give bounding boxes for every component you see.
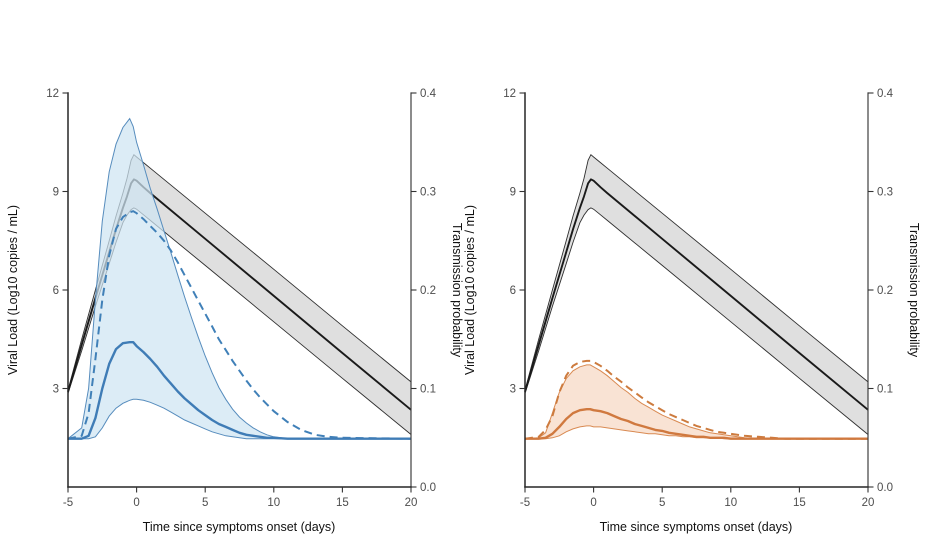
x-tick-label: 5 [659, 497, 665, 509]
transmission-dashed-line [524, 359, 868, 440]
y-right-tick-label: 0.3 [877, 187, 893, 199]
x-tick-label: 0 [590, 497, 596, 509]
x-tick-label: 15 [336, 497, 349, 509]
x-tick-label: 0 [133, 497, 139, 509]
y-left-tick-label: 3 [510, 384, 516, 396]
series-layer-right [524, 153, 869, 440]
y-right-tick-label: 0.4 [877, 88, 894, 100]
x-tick-label: 10 [724, 497, 737, 509]
viral-load-ci-lower [524, 207, 869, 435]
tick-layer-left: -5 0 5 10 15 20 3 6 9 12 0.0 0.1 0.2 0.3 0.4 [46, 88, 436, 509]
y-axis-left-title: Viral Load (Log10 copies / mL) [6, 205, 20, 375]
y-left-tick-label: 6 [53, 285, 59, 297]
y-axis-right-title: Transmission probability [907, 223, 921, 358]
tick-layer-right: -5 0 5 10 15 20 3 6 9 12 0.0 0.1 0.2 0.3 0.4 [503, 88, 893, 509]
viral-load-ci-upper [524, 153, 869, 391]
x-tick-label: 20 [862, 497, 875, 509]
transmission-median [525, 408, 868, 440]
panel-left: -5 0 5 10 15 20 3 6 9 12 0.0 0.1 0.2 0.3 0.4 Time sinc… [6, 88, 464, 534]
transmission-dashed-line [67, 210, 412, 440]
y-right-tick-label: 0.0 [420, 482, 436, 494]
transmission-ci-band [68, 118, 411, 439]
x-axis-title: Time since symptoms onset (days) [143, 520, 336, 534]
panel-right: -5 0 5 10 15 20 3 6 9 12 0.0 0.1 0.2 0.3 0.4 Time sinc… [463, 88, 921, 534]
x-tick-label: 5 [202, 497, 208, 509]
y-right-tick-label: 0.3 [420, 187, 436, 199]
transmission-ci-band [525, 364, 868, 439]
y-right-tick-label: 0.1 [877, 384, 893, 396]
y-right-tick-label: 0.2 [877, 285, 893, 297]
y-left-tick-label: 9 [53, 187, 59, 199]
transmission-median [68, 341, 411, 440]
y-left-tick-label: 3 [53, 384, 59, 396]
y-right-tick-label: 0.1 [420, 384, 436, 396]
y-left-tick-label: 9 [510, 187, 516, 199]
x-tick-label: 10 [267, 497, 280, 509]
x-tick-label: 20 [405, 497, 418, 509]
y-right-tick-label: 0.0 [877, 482, 893, 494]
x-tick-label: -5 [63, 497, 73, 509]
series-layer-left [67, 117, 412, 440]
y-axis-right-title: Transmission probability [450, 223, 464, 358]
y-axis-left-title: Viral Load (Log10 copies / mL) [463, 205, 477, 375]
transmission-ci-upper [524, 364, 868, 440]
viral-load-median [524, 178, 869, 411]
x-tick-label: 15 [793, 497, 806, 509]
y-right-tick-label: 0.2 [420, 285, 436, 297]
y-right-tick-label: 0.4 [420, 88, 437, 100]
y-left-tick-label: 12 [503, 88, 516, 100]
x-axis-title: Time since symptoms onset (days) [600, 520, 793, 534]
y-left-tick-label: 12 [46, 88, 59, 100]
y-left-tick-label: 6 [510, 285, 516, 297]
x-tick-label: -5 [520, 497, 530, 509]
